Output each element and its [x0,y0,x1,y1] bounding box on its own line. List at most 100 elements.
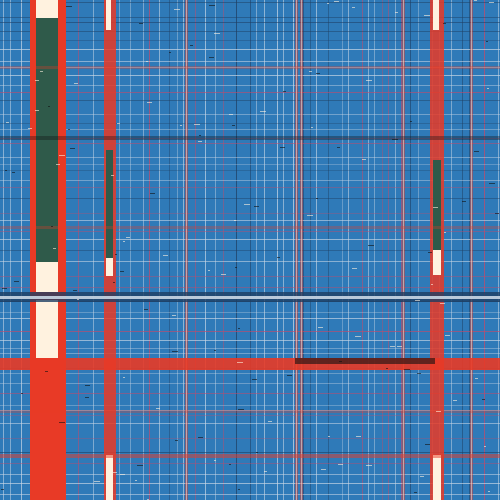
vertical-thread [374,0,375,500]
speckle [235,267,237,268]
horizontal-thread [0,340,500,341]
speckle [14,281,19,282]
vertical-thread [382,0,383,500]
vertical-thread [3,0,4,500]
vertical-thread [328,0,329,500]
speckle [362,159,366,160]
speckle [488,491,490,492]
vertical-thread [78,0,79,500]
vertical-thread [250,0,251,500]
vertical-thread [362,0,363,500]
horizontal-thread [0,383,500,384]
speckle [415,300,420,301]
speckle [234,220,236,221]
vertical-band-green-2 [106,150,113,275]
vertical-thread [236,0,237,500]
speckle [156,408,160,409]
speckle [139,23,143,24]
speckle [487,88,489,89]
speckle [443,23,446,24]
speckle [482,399,485,400]
vertical-thread [149,0,150,500]
speckle [150,193,155,194]
horizontal-thread [0,220,500,221]
speckle [214,460,216,461]
horizontal-thread [0,318,500,319]
speckle [221,274,226,275]
horizontal-thread [0,463,500,464]
speckle [337,147,340,148]
vertical-thread [215,0,216,500]
speckle [123,241,125,242]
speckle [386,368,388,369]
horizontal-thread [0,353,500,354]
speckle [327,3,329,4]
horizontal-thread [0,61,500,62]
speckle [120,271,124,272]
horizontal-thread [0,157,500,158]
speckle [53,248,56,249]
speckle [85,385,90,386]
speckle [366,465,372,466]
vertical-thread [205,0,206,500]
vertical-thread [342,0,343,500]
speckle [410,121,412,122]
horizontal-thread [0,261,500,262]
speckle [66,6,72,7]
vertical-thread [484,0,485,500]
speckle [352,268,357,269]
horizontal-thread [0,438,500,439]
horizontal-thread [0,405,500,406]
speckle [175,440,178,441]
speckle [209,5,215,6]
vertical-accent-light [301,0,302,500]
speckle [111,175,114,176]
speckle [277,257,280,258]
horizontal-thread [0,22,500,23]
horizontal-thread [0,287,500,288]
vertical-band-green [36,0,58,290]
speckle [190,45,193,46]
speckle [169,52,171,53]
horizontal-thread [0,393,500,394]
horizontal-thread [0,31,500,32]
horizontal-thread [0,92,500,93]
vertical-thread [310,0,311,500]
horizontal-thread [0,123,500,124]
speckle [397,346,402,347]
vertical-thread [316,0,317,500]
speckle [474,151,479,152]
horizontal-thread [0,373,500,374]
speckle [199,135,201,136]
horizontal-thread [0,348,500,349]
speckle [425,444,430,445]
speckle [264,471,267,472]
speckle [420,476,424,477]
speckle [113,282,115,283]
speckle [321,469,326,470]
speckle [318,327,323,328]
vertical-band-cream-3-bottom [433,455,441,500]
speckle [238,409,244,410]
speckle [126,237,130,238]
speckle [117,123,120,124]
speckle [198,141,202,142]
speckle [198,437,203,438]
speckle [453,400,457,401]
vertical-thread [395,0,396,500]
speckle [311,127,313,128]
horizontal-thread [0,231,500,232]
speckle [180,125,182,126]
vertical-band-cream-2-top [106,0,111,30]
speckle [214,350,216,351]
speckle [5,170,7,171]
speckle [417,373,421,374]
vertical-thread [388,0,389,500]
speckle [35,80,39,81]
speckle [280,147,285,148]
speckle [85,397,89,398]
speckle [35,110,39,111]
speckle [339,361,342,362]
vertical-thread [169,0,170,500]
speckle [48,106,50,107]
